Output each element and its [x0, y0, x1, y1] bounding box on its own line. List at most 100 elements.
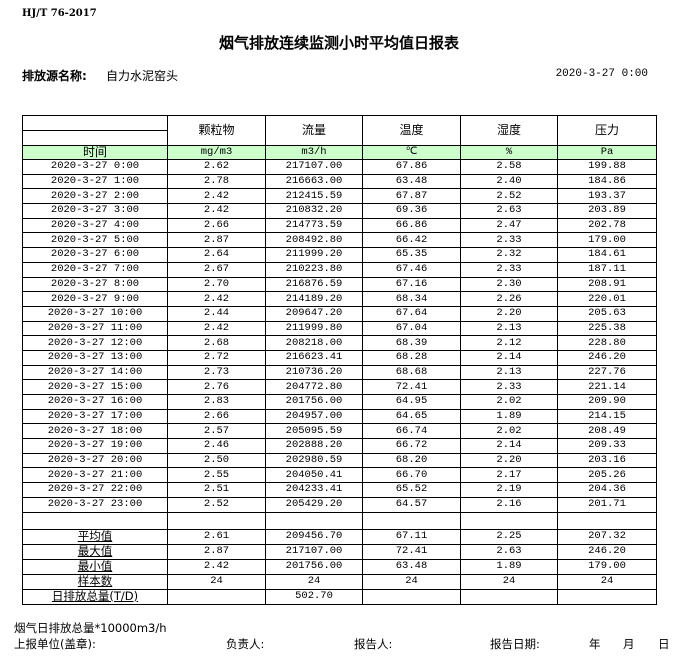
header-blank-bottom [22, 130, 168, 146]
value-cell: 225.38 [557, 320, 657, 337]
row-label: 2020-3-27 1:00 [22, 173, 168, 190]
column-header: 流量 [265, 115, 363, 146]
value-cell: 210223.80 [265, 261, 363, 278]
row-label: 2020-3-27 5:00 [22, 232, 168, 249]
stats-row: 最小值 2.42 201756.00 63.48 1.89 179.00 [22, 558, 657, 575]
value-cell: 2.42 [167, 203, 266, 219]
value-cell: 2.40 [460, 173, 558, 190]
value-cell: 193.37 [557, 188, 657, 205]
table-row: 2020-3-27 17:00 2.66 204957.00 64.65 1.89 214… [22, 408, 657, 425]
table-row: 2020-3-27 21:00 2.55 204050.41 66.70 2.17 205… [22, 467, 657, 484]
value-cell: 214773.59 [265, 217, 363, 234]
table-row: 2020-3-27 14:00 2.73 210736.20 68.68 2.13 227… [22, 364, 657, 381]
value-cell: 67.04 [362, 320, 461, 337]
value-cell: 208492.80 [265, 232, 363, 249]
value-cell: 208.49 [557, 423, 657, 440]
value-cell: 2.57 [167, 423, 266, 440]
value-cell: 210832.20 [265, 203, 363, 219]
row-label: 2020-3-27 9:00 [22, 291, 168, 307]
table-row: 2020-3-27 19:00 2.46 202888.20 66.72 2.14 209… [22, 438, 657, 454]
value-cell: 202.78 [557, 217, 657, 234]
value-cell: 209.90 [557, 394, 657, 410]
value-cell: 2.61 [167, 528, 266, 545]
value-cell: 2.72 [167, 349, 266, 366]
value-cell: 205.63 [557, 305, 657, 322]
table-row: 2020-3-27 13:00 2.72 216623.41 68.28 2.14 246… [22, 349, 657, 366]
unit-cell: mg/m3 [167, 145, 266, 160]
value-cell: 68.20 [362, 452, 461, 469]
table-row: 2020-3-27 7:00 2.67 210223.80 67.46 2.33 187.… [22, 261, 657, 278]
stats-row: 平均值 2.61 209456.70 67.11 2.25 207.32 [22, 528, 657, 545]
value-cell: 212415.59 [265, 188, 363, 205]
value-cell: 24 [265, 573, 363, 590]
value-cell [265, 511, 363, 530]
row-label: 2020-3-27 15:00 [22, 379, 168, 395]
value-cell [557, 511, 657, 530]
value-cell: 66.72 [362, 438, 461, 454]
value-cell: 199.88 [557, 159, 657, 175]
value-cell: 2.16 [460, 496, 558, 513]
value-cell: 66.86 [362, 217, 461, 234]
value-cell: 2.62 [167, 159, 266, 175]
value-cell: 205.26 [557, 467, 657, 484]
value-cell: 2.47 [460, 217, 558, 234]
value-cell: 67.64 [362, 305, 461, 322]
responsible-label: 负责人: [226, 637, 265, 651]
value-cell: 205429.20 [265, 496, 363, 513]
value-cell: 204957.00 [265, 408, 363, 425]
row-label: 2020-3-27 16:00 [22, 394, 168, 410]
row-label: 2020-3-27 13:00 [22, 349, 168, 366]
row-label: 2020-3-27 14:00 [22, 364, 168, 381]
report-datetime: 2020-3-27 0:00 [555, 68, 648, 80]
value-cell: 246.20 [557, 543, 657, 560]
value-cell: 1.89 [460, 558, 558, 575]
value-cell: 209456.70 [265, 528, 363, 545]
value-cell: 2.50 [167, 452, 266, 469]
value-cell: 24 [362, 573, 461, 590]
value-cell: 2.02 [460, 394, 558, 410]
value-cell: 63.48 [362, 558, 461, 575]
value-cell: 179.00 [557, 558, 657, 575]
blank-row [22, 511, 657, 530]
value-cell: 208.91 [557, 276, 657, 293]
unit-cell: % [460, 145, 558, 160]
row-label: 2020-3-27 3:00 [22, 203, 168, 219]
value-cell: 67.86 [362, 159, 461, 175]
row-label: 2020-3-27 4:00 [22, 217, 168, 234]
value-cell: 65.35 [362, 247, 461, 263]
value-cell: 2.33 [460, 379, 558, 395]
footer-note: 烟气日排放总量*10000m3/h [14, 621, 167, 635]
value-cell: 2.68 [167, 335, 266, 351]
row-label: 平均值 [22, 528, 168, 545]
year-label: 年 [589, 637, 601, 651]
table-row: 2020-3-27 22:00 2.51 204233.41 65.52 2.19 204… [22, 482, 657, 498]
row-label: 2020-3-27 18:00 [22, 423, 168, 440]
value-cell: 216663.00 [265, 173, 363, 190]
value-cell: 2.13 [460, 364, 558, 381]
value-cell: 72.41 [362, 543, 461, 560]
value-cell: 2.64 [167, 247, 266, 263]
value-cell: 24 [460, 573, 558, 590]
table-row: 2020-3-27 5:00 2.87 208492.80 66.42 2.33 179.… [22, 232, 657, 249]
value-cell: 2.55 [167, 467, 266, 484]
table-row: 2020-3-27 6:00 2.64 211999.20 65.35 2.32 184.… [22, 247, 657, 263]
stats-row: 日排放总量(T/D) 502.70 [22, 588, 657, 605]
value-cell: 72.41 [362, 379, 461, 395]
value-cell: 63.48 [362, 173, 461, 190]
value-cell: 66.74 [362, 423, 461, 440]
value-cell: 67.46 [362, 261, 461, 278]
value-cell: 220.01 [557, 291, 657, 307]
row-label: 2020-3-27 6:00 [22, 247, 168, 263]
table-row: 2020-3-27 4:00 2.66 214773.59 66.86 2.47 202.… [22, 217, 657, 234]
table-row: 2020-3-27 0:00 2.62 217107.00 67.86 2.58 199.… [22, 159, 657, 175]
value-cell: 2.52 [460, 188, 558, 205]
value-cell: 2.02 [460, 423, 558, 440]
value-cell [460, 511, 558, 530]
value-cell: 69.36 [362, 203, 461, 219]
value-cell: 204.36 [557, 482, 657, 498]
value-cell: 67.16 [362, 276, 461, 293]
value-cell [167, 511, 266, 530]
value-cell: 2.46 [167, 438, 266, 454]
value-cell: 227.76 [557, 364, 657, 381]
value-cell: 2.76 [167, 379, 266, 395]
